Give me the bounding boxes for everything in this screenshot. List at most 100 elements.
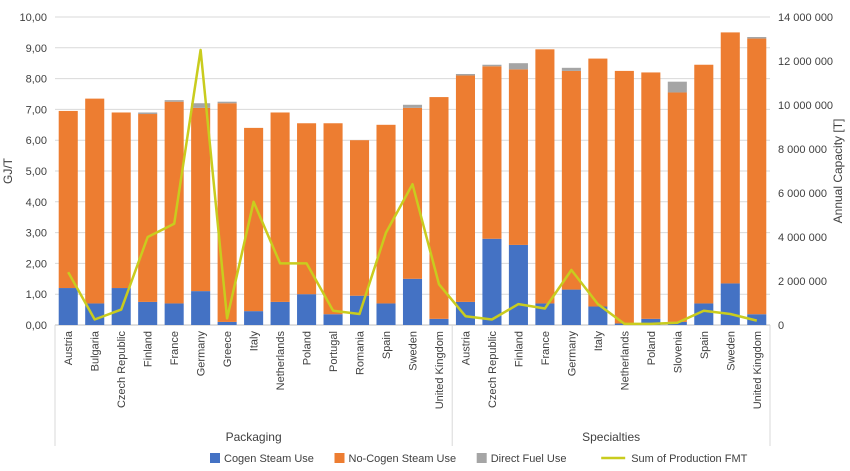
legend-label: Sum of Production FMT <box>631 453 747 465</box>
legend-label: No-Cogen Steam Use <box>349 453 457 465</box>
bar-segment <box>402 278 423 325</box>
y-axis-title-left: GJ/T <box>1 157 15 184</box>
bar-segment <box>455 301 475 325</box>
bar-segment <box>667 92 687 322</box>
bar-segment <box>191 107 211 292</box>
bar-segment <box>588 58 608 307</box>
bar-segment <box>641 318 661 325</box>
bar-segment <box>217 321 237 325</box>
bar-segment <box>535 49 555 304</box>
x-axis: Austria Bulgaria Czech Republic Finland Fran… <box>63 330 764 409</box>
bar-segment <box>641 72 661 319</box>
bar-segment <box>508 63 528 70</box>
legend-swatch <box>210 453 220 463</box>
bar-segment <box>111 112 131 289</box>
bar-segment <box>720 32 740 284</box>
x-tick-label: United Kingdom <box>752 331 764 409</box>
bar-segment <box>217 101 237 104</box>
x-tick-label: Poland <box>302 331 314 365</box>
x-tick-label: Czech Republic <box>487 331 499 409</box>
bar-segment <box>694 303 714 325</box>
x-tick-label: Netherlands <box>619 331 631 391</box>
group-label: Packaging <box>226 430 282 444</box>
bar-segment <box>747 37 767 39</box>
x-tick-label: Germany <box>196 331 208 377</box>
bar-segment <box>376 124 396 304</box>
bar-segment <box>747 38 767 315</box>
x-tick-label: Spain <box>381 331 393 359</box>
bar-segment <box>58 288 78 325</box>
legend-swatch <box>476 453 487 463</box>
y-tick-label: 1,00 <box>26 289 47 301</box>
y-tick-label: 0,00 <box>26 320 47 332</box>
bar-segment <box>402 107 423 279</box>
x-tick-label: Czech Republic <box>116 331 128 409</box>
bar-series-group <box>58 32 767 325</box>
bar-segment <box>138 114 158 302</box>
bar-segment <box>297 123 317 295</box>
legend: Cogen Steam Use No-Cogen Steam Use Direct … <box>210 453 748 465</box>
bar-segment <box>402 104 423 108</box>
bar-segment <box>508 69 528 245</box>
y-tick-label: 4,00 <box>26 197 47 209</box>
bar-segment <box>323 123 343 315</box>
bar-segment <box>270 301 290 325</box>
y2-tick-label: 0 <box>778 320 784 332</box>
y2-tick-label: 6 000 000 <box>778 188 827 200</box>
x-tick-label: Slovenia <box>672 330 684 373</box>
x-tick-label: France <box>540 331 552 365</box>
x-tick-label: Greece <box>222 331 234 367</box>
y-axis-right: 0 2 000 000 4 000 000 6 000 000 8 000 000 10 … <box>778 12 833 332</box>
bar-segment <box>270 112 290 302</box>
y2-tick-label: 12 000 000 <box>778 56 833 68</box>
x-tick-label: Romania <box>355 330 367 375</box>
bar-segment <box>482 64 502 67</box>
bar-segment <box>164 101 184 304</box>
x-tick-label: Italy <box>593 331 605 352</box>
bar-segment <box>694 64 714 304</box>
y-tick-label: 5,00 <box>26 166 47 178</box>
bar-segment <box>429 318 449 325</box>
y2-tick-label: 4 000 000 <box>778 232 827 244</box>
bar-segment <box>508 244 528 325</box>
y-tick-label: 10,00 <box>19 12 47 24</box>
x-tick-label: Portugal <box>328 331 340 372</box>
bar-segment <box>164 303 184 325</box>
y2-tick-label: 2 000 000 <box>778 276 827 288</box>
x-tick-label: France <box>169 331 181 365</box>
bar-segment <box>138 301 158 325</box>
x-tick-label: Netherlands <box>275 331 287 391</box>
bar-segment <box>297 294 317 325</box>
bar-segment <box>455 75 475 302</box>
bar-segment <box>588 306 608 325</box>
x-tick-label: Bulgaria <box>90 330 102 371</box>
y-tick-label: 7,00 <box>26 104 47 116</box>
bar-segment <box>561 289 581 325</box>
group-label: Specialties <box>582 430 640 444</box>
y-axis-left: 0,00 1,00 2,00 3,00 4,00 5,00 6,00 7,00 8,00 9,00… <box>19 12 47 332</box>
legend-swatch <box>334 453 345 463</box>
bar-segment <box>482 66 502 239</box>
bar-segment <box>138 112 158 115</box>
bar-segment <box>191 291 211 325</box>
bar-segment <box>720 283 740 325</box>
y2-tick-label: 8 000 000 <box>778 144 827 156</box>
line-series-group <box>67 48 758 326</box>
bar-segment <box>191 103 211 108</box>
x-tick-label: United Kingdom <box>434 331 446 409</box>
bar-segment <box>614 70 634 324</box>
bar-segment <box>561 67 581 71</box>
x-tick-label: Sweden <box>408 331 420 371</box>
legend-label: Direct Fuel Use <box>491 453 567 465</box>
bar-segment <box>482 238 502 325</box>
bar-segment <box>561 70 581 290</box>
x-tick-label: Sweden <box>725 331 737 371</box>
bar-segment <box>350 140 370 296</box>
y-tick-label: 8,00 <box>26 74 47 86</box>
legend-label: Cogen Steam Use <box>224 453 314 465</box>
x-tick-label: Germany <box>566 331 578 377</box>
bar-segment <box>58 110 78 289</box>
x-tick-label: Austria <box>63 330 75 365</box>
